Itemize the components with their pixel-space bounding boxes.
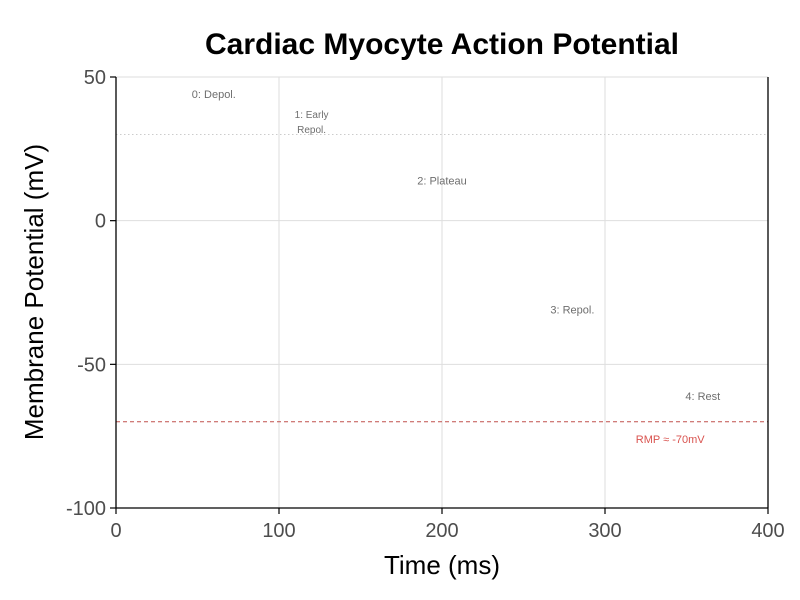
x-axis-title: Time (ms) bbox=[384, 550, 500, 580]
rmp-annotation: RMP ≈ -70mV bbox=[636, 434, 705, 446]
annotation-line: 1: Early bbox=[295, 110, 329, 121]
phase-annotation: 1: Early Repol. bbox=[295, 110, 329, 136]
phase-annotation: 0: Depol. bbox=[192, 89, 236, 101]
chart-title: Cardiac Myocyte Action Potential bbox=[205, 28, 679, 61]
reference-lines bbox=[116, 133, 768, 423]
axis-ticks: 0 100 200 300 400 -100 -50 0 50 bbox=[66, 67, 785, 542]
annotation-line: RMP ≈ -70mV bbox=[636, 434, 705, 446]
y-tick-label: -100 bbox=[66, 498, 106, 520]
phase-annotation: 3: Repol. bbox=[550, 305, 594, 317]
x-tick-label: 400 bbox=[751, 520, 784, 542]
y-tick-label: 50 bbox=[84, 67, 106, 89]
x-tick-label: 300 bbox=[588, 520, 621, 542]
annotation-line: 0: Depol. bbox=[192, 89, 236, 101]
x-tick-label: 200 bbox=[425, 520, 458, 542]
phase-annotation: 2: Plateau bbox=[417, 175, 467, 187]
x-tick-label: 0 bbox=[110, 520, 121, 542]
phase-annotation: 4: Rest bbox=[685, 391, 720, 403]
annotation-line: 4: Rest bbox=[685, 391, 720, 403]
x-tick-label: 100 bbox=[262, 520, 295, 542]
y-tick-label: -50 bbox=[77, 354, 106, 376]
annotation-line: 2: Plateau bbox=[417, 175, 467, 187]
annotations: 0: Depol. 1: Early Repol. 2: Plateau 3: Repo… bbox=[192, 89, 720, 446]
y-axis-title: Membrane Potential (mV) bbox=[19, 144, 49, 440]
y-tick-label: 0 bbox=[95, 211, 106, 233]
annotation-line: Repol. bbox=[297, 125, 326, 136]
annotation-line: 3: Repol. bbox=[550, 305, 594, 317]
